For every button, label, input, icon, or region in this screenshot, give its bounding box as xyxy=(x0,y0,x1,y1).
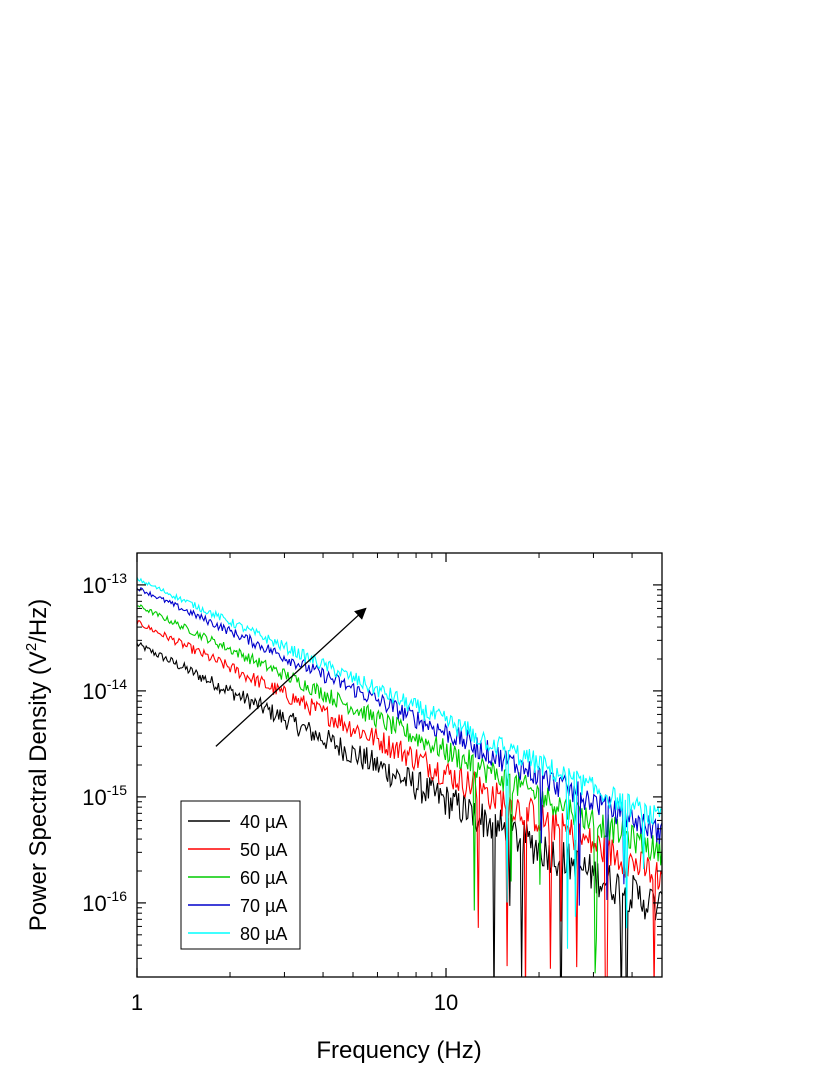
y-tick-label-1: 10-13 xyxy=(82,570,127,598)
legend-label-4: 70 µA xyxy=(240,896,287,916)
legend-label-1: 40 µA xyxy=(240,812,287,832)
legend-label-2: 50 µA xyxy=(240,840,287,860)
y-tick-label-4: 10-16 xyxy=(82,888,127,916)
x-tick-label-1: 1 xyxy=(131,990,143,1015)
series-layer xyxy=(137,576,662,977)
trend-arrow xyxy=(215,607,367,747)
x-tick-label-2: 10 xyxy=(434,990,458,1015)
y-axis-label: Power Spectral Density (V2/Hz) xyxy=(23,599,52,931)
legend-label-5: 80 µA xyxy=(240,924,287,944)
legend: 40 µA 50 µA 60 µA 70 µA 80 µA xyxy=(180,800,301,950)
series-line-5 xyxy=(137,576,662,949)
y-tick-label-3: 10-15 xyxy=(82,782,127,810)
axis-ticks: 1 10 10-13 10-14 10-15 10-16 xyxy=(82,552,663,1015)
y-tick-label-2: 10-14 xyxy=(82,676,127,704)
x-axis-label: Frequency (Hz) xyxy=(316,1037,481,1064)
legend-box xyxy=(180,800,301,950)
legend-label-3: 60 µA xyxy=(240,868,287,888)
